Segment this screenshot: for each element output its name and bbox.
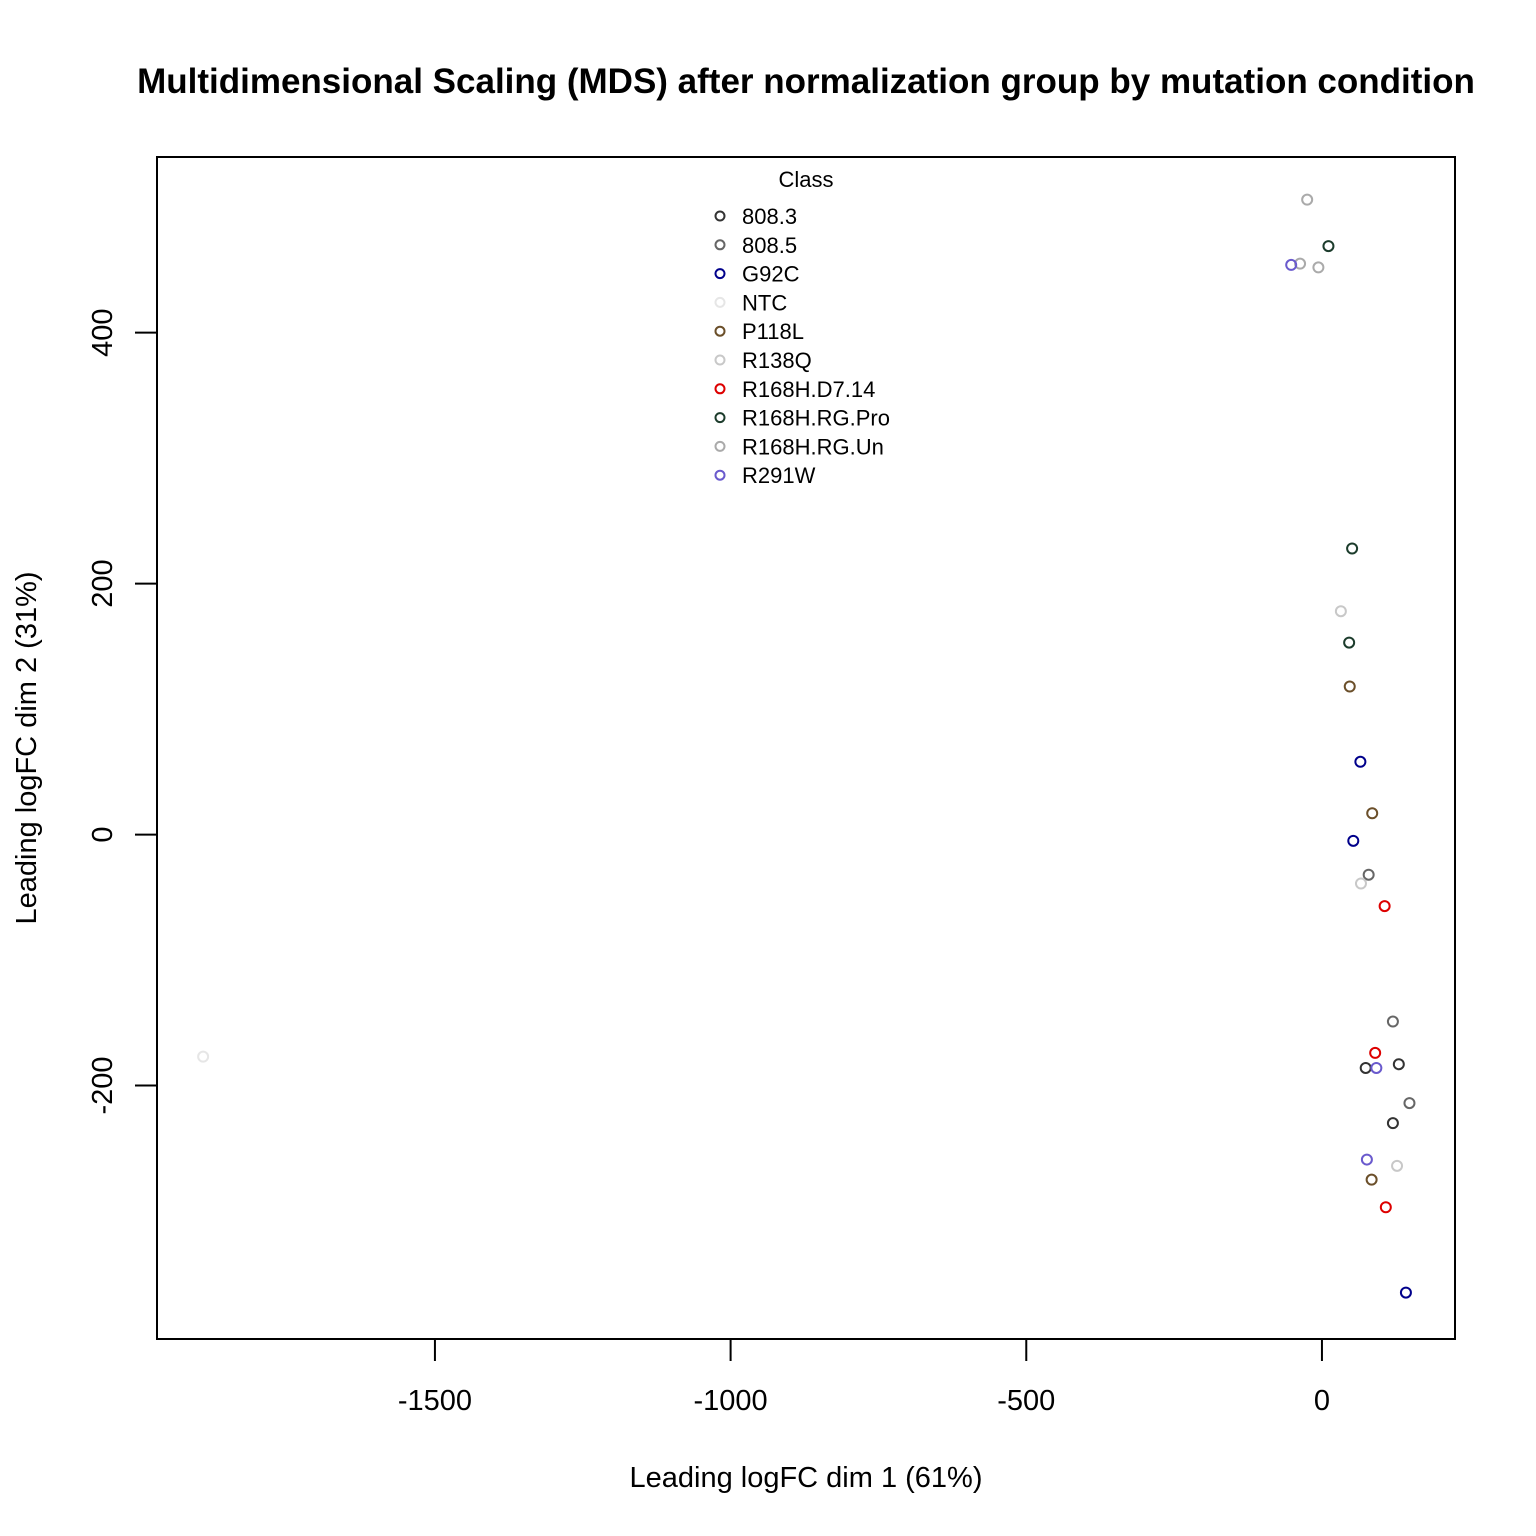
legend-marker [714,239,726,251]
data-point [1392,1058,1405,1071]
data-point [1362,868,1375,881]
data-point [1334,605,1347,618]
legend-marker [714,354,726,366]
legend-label: R168H.RG.Un [742,434,884,459]
x-tick-label: -1000 [694,1385,768,1417]
y-tick-label: 200 [87,559,119,607]
legend: Class 808.3 808.5 G92C NTC P118L R138Q R168H.D… [714,167,890,488]
data-point [1370,1061,1383,1074]
legend-marker [714,383,726,395]
legend-label: R168H.RG.Pro [742,406,890,431]
legend-label: 808.5 [742,233,797,258]
data-point [1365,1173,1378,1186]
legend-marker [714,268,726,280]
legend-marker [714,210,726,222]
y-tick-label: 0 [87,827,119,843]
data-point [1347,834,1360,847]
data-point [1386,1015,1399,1028]
legend-marker [714,469,726,481]
data-point [1359,1061,1372,1074]
data-points [197,193,1416,1299]
legend-marker [714,296,726,308]
y-axis-label: Leading logFC dim 2 (31%) [11,571,43,924]
data-point [1343,636,1356,649]
x-tick-label: -500 [997,1385,1055,1417]
y-tick-label: -200 [87,1057,119,1115]
legend-label: 808.3 [742,204,797,229]
data-point [1354,877,1367,890]
x-axis: -1500 -1000 -500 0 [398,1339,1330,1417]
data-point [1360,1153,1373,1166]
data-point [1312,261,1325,274]
legend-title: Class [778,167,833,192]
x-axis-label: Leading logFC dim 1 (61%) [629,1462,982,1494]
chart-title: Multidimensional Scaling (MDS) after nor… [137,62,1475,101]
data-point [1386,1117,1399,1130]
legend-marker [714,412,726,424]
data-point [1366,807,1379,820]
data-point [1354,755,1367,768]
legend-label: G92C [742,262,800,287]
data-point [1403,1097,1416,1110]
plot-frame [156,156,1456,1340]
data-point [1285,258,1298,271]
data-point [1322,240,1335,253]
data-point [1391,1159,1404,1172]
data-point [1343,680,1356,693]
data-point [1399,1286,1412,1299]
y-tick-label: 400 [87,308,119,356]
data-point [1369,1046,1382,1059]
legend-marker [714,325,726,337]
x-tick-label: 0 [1314,1385,1330,1417]
data-point [1346,542,1359,555]
legend-label: NTC [742,290,787,315]
legend-label: P118L [742,319,804,344]
y-axis: -200 0 200 400 [87,308,157,1115]
data-point [1301,193,1314,206]
legend-label: R138Q [742,348,812,373]
data-point [1379,1201,1392,1214]
legend-entries: 808.3 808.5 G92C NTC P118L R138Q R168H.D7.14 R1… [714,204,890,488]
legend-marker [714,440,726,452]
legend-label: R291W [742,463,816,488]
data-point [1294,257,1307,270]
data-point [1378,900,1391,913]
x-tick-label: -1500 [398,1385,472,1417]
legend-label: R168H.D7.14 [742,377,875,402]
data-point [197,1050,210,1063]
